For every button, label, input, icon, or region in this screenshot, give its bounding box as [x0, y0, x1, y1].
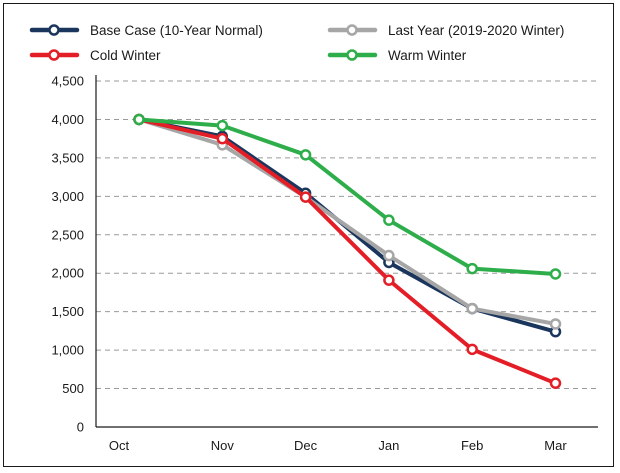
- y-tick-label: 0: [77, 420, 84, 435]
- axes: [95, 75, 598, 428]
- series-line: [137, 117, 558, 276]
- y-tick-label: 1,000: [51, 343, 84, 358]
- x-tick-label: Dec: [294, 438, 318, 453]
- gridlines: [96, 80, 598, 390]
- data-point: [383, 274, 395, 286]
- series-lines: [133, 113, 562, 389]
- data-point: [466, 302, 478, 315]
- x-tick-label: Mar: [544, 438, 567, 453]
- legend-label: Base Case (10-Year Normal): [90, 23, 263, 38]
- y-tick-label: 3,500: [51, 150, 84, 165]
- data-point: [133, 113, 145, 126]
- y-tick-label: 2,500: [51, 227, 84, 242]
- data-point: [299, 191, 312, 203]
- legend-marker: [48, 49, 60, 61]
- y-tick-label: 1,500: [51, 304, 84, 319]
- legend-marker: [346, 24, 358, 36]
- x-tick-label: Feb: [461, 438, 483, 453]
- x-tick-label: Oct: [109, 438, 130, 453]
- y-tick-label: 4,500: [51, 74, 84, 89]
- data-point: [549, 268, 562, 280]
- y-tick-labels: 0 500 1,000 1,500 2,000 2,500 3,000 3,500 4,000 4…: [51, 74, 84, 435]
- data-point: [383, 249, 395, 262]
- y-tick-label: 4,000: [51, 112, 84, 127]
- x-tick-label: Jan: [378, 438, 399, 453]
- data-point: [216, 132, 229, 145]
- series-line: [137, 117, 558, 326]
- legend-marker: [346, 49, 358, 61]
- x-tick-label: Nov: [211, 438, 235, 453]
- data-point: [549, 318, 562, 330]
- y-tick-label: 500: [62, 381, 84, 396]
- data-point: [299, 149, 312, 161]
- series-line: [137, 117, 558, 386]
- data-point: [549, 377, 562, 389]
- legend-marker: [48, 24, 60, 36]
- y-tick-label: 3,000: [51, 189, 84, 204]
- data-point: [216, 119, 229, 132]
- data-point: [466, 343, 478, 356]
- legend: Base Case (10-Year Normal) Last Year (201…: [29, 23, 564, 63]
- legend-label: Warm Winter: [388, 48, 467, 63]
- data-point: [383, 214, 395, 226]
- y-tick-label: 2,000: [51, 266, 84, 281]
- legend-label: Last Year (2019-2020 Winter): [388, 23, 564, 38]
- legend-label: Cold Winter: [90, 48, 161, 63]
- x-tick-labels: Oct Nov Dec Jan Feb Mar: [109, 438, 567, 453]
- data-point: [466, 262, 478, 275]
